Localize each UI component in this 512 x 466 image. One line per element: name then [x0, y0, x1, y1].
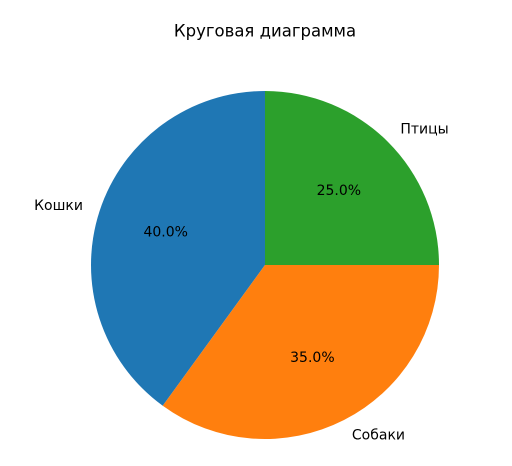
pie-wedge [162, 265, 439, 439]
value-label: 25.0% [317, 183, 361, 199]
category-label: Птицы [400, 122, 448, 138]
pie-wedge [265, 91, 439, 265]
chart-title: Круговая диаграмма [174, 22, 356, 41]
value-label: 40.0% [143, 225, 187, 241]
value-label: 35.0% [290, 350, 334, 366]
category-label: Кошки [34, 198, 83, 214]
pie-wedge [91, 91, 265, 406]
category-label: Собаки [352, 428, 405, 444]
